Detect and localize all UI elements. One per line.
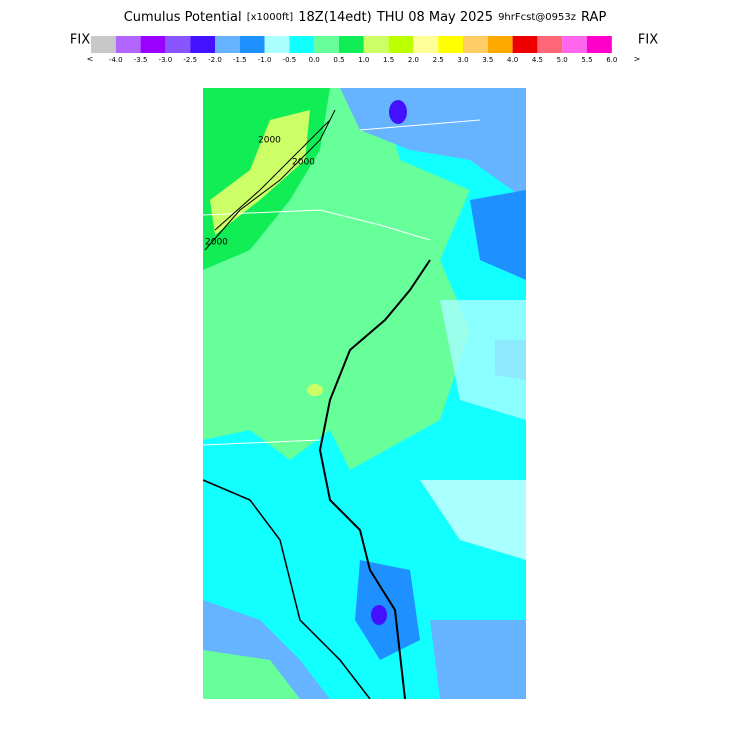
- colorbar-box: [140, 36, 166, 53]
- area: [389, 100, 407, 124]
- area: [371, 605, 387, 625]
- area: [470, 190, 526, 280]
- colorbar-label: 2.0: [408, 56, 419, 64]
- colorbar-box: [487, 36, 513, 53]
- colorbar-label: -2.0: [208, 56, 222, 64]
- colorbar-box: [115, 36, 141, 53]
- title-part: RAP: [581, 10, 606, 25]
- colorbar-box: [512, 36, 538, 53]
- arrow-label: <: [87, 55, 94, 64]
- fix-label: FIX: [638, 33, 658, 48]
- title-part: 18Z(14edt): [298, 10, 371, 25]
- colorbar-label: 1.5: [383, 56, 394, 64]
- colorbar-label: -4.0: [109, 56, 123, 64]
- colorbar-box: [91, 36, 116, 53]
- arrow-label: >: [634, 55, 641, 64]
- colorbar-label: 2.5: [433, 56, 444, 64]
- colorbar: -4.0 -3.5 -3.0 -2.5 -2.0 -1.5 -1.0 -0.5 0.0 0.5 1.…: [91, 36, 617, 64]
- colorbar-box: [363, 36, 389, 53]
- colorbar-label: 1.0: [358, 56, 369, 64]
- colorbar-label: -2.5: [183, 56, 197, 64]
- area: [203, 650, 300, 699]
- colorbar-label: -1.5: [233, 56, 247, 64]
- contour-label: 2000: [258, 136, 281, 146]
- colorbar-box: [587, 36, 612, 53]
- contour-label: 2000: [205, 238, 228, 248]
- colorbar-label: 0.0: [309, 56, 320, 64]
- colorbar-box: [562, 36, 587, 53]
- area: [355, 560, 420, 660]
- colorbar-box: [264, 36, 290, 53]
- title: Cumulus Potential [x1000ft] 18Z(14edt) T…: [124, 7, 607, 26]
- area: [307, 384, 323, 396]
- fix-label: FIX: [70, 33, 90, 48]
- colorbar-box: [537, 36, 563, 53]
- area: [340, 88, 526, 200]
- colorbar-label: 3.5: [482, 56, 493, 64]
- colorbar-label: 4.0: [507, 56, 518, 64]
- colorbar-box: [165, 36, 191, 53]
- colorbar-box: [388, 36, 414, 53]
- title-part: Cumulus Potential: [124, 10, 242, 25]
- colorbar-label: -3.5: [134, 56, 148, 64]
- colorbar-label: 0.5: [333, 56, 344, 64]
- colorbar-box: [463, 36, 488, 53]
- title-part: 9hrFcst@0953z: [498, 12, 576, 23]
- area: [300, 250, 430, 420]
- title-part: [x1000ft]: [247, 12, 294, 23]
- area: [420, 480, 526, 560]
- contour-label: 2000: [292, 158, 315, 168]
- colorbar-box: [339, 36, 364, 53]
- area: [440, 300, 526, 420]
- colorbar-label: 3.0: [457, 56, 468, 64]
- coastline: [203, 479, 371, 699]
- colorbar-box: [289, 36, 315, 53]
- colorbar-box: [239, 36, 265, 53]
- area: [430, 620, 526, 699]
- colorbar-label: 5.5: [581, 56, 592, 64]
- colorbar-box: [314, 36, 339, 53]
- colorbar-box: [215, 36, 240, 53]
- colorbar-label: 4.5: [532, 56, 543, 64]
- colorbar-label: -0.5: [283, 56, 297, 64]
- colorbar-label: 6.0: [606, 56, 617, 64]
- map: 2000 2000 2000: [203, 88, 526, 699]
- colorbar-label: -1.0: [258, 56, 272, 64]
- colorbar-box: [413, 36, 439, 53]
- colorbar-label: -3.0: [159, 56, 173, 64]
- colorbar-box: [190, 36, 215, 53]
- area: [210, 110, 310, 235]
- coastline: [318, 259, 431, 699]
- border: [203, 119, 481, 446]
- colorbar-box: [438, 36, 463, 53]
- title-part: THU 08 May 2025: [376, 10, 493, 25]
- colorbar-label: 5.0: [557, 56, 568, 64]
- contour: [204, 109, 336, 251]
